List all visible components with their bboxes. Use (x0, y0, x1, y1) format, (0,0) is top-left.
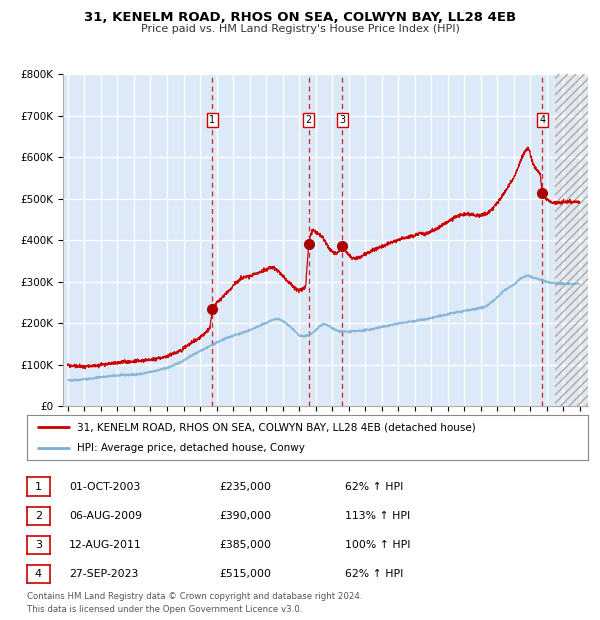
Text: 1: 1 (209, 115, 215, 125)
Text: HPI: Average price, detached house, Conwy: HPI: Average price, detached house, Conw… (77, 443, 305, 453)
Text: 2: 2 (35, 511, 42, 521)
Text: 27-SEP-2023: 27-SEP-2023 (69, 569, 139, 579)
Text: 100% ↑ HPI: 100% ↑ HPI (345, 540, 410, 550)
Text: 2: 2 (305, 115, 312, 125)
Text: 62% ↑ HPI: 62% ↑ HPI (345, 569, 403, 579)
Text: 12-AUG-2011: 12-AUG-2011 (69, 540, 142, 550)
Text: 31, KENELM ROAD, RHOS ON SEA, COLWYN BAY, LL28 4EB: 31, KENELM ROAD, RHOS ON SEA, COLWYN BAY… (84, 11, 516, 24)
Text: This data is licensed under the Open Government Licence v3.0.: This data is licensed under the Open Gov… (27, 604, 302, 614)
Bar (555, 74, 588, 406)
Text: 06-AUG-2009: 06-AUG-2009 (69, 511, 142, 521)
Text: £385,000: £385,000 (219, 540, 271, 550)
Text: Contains HM Land Registry data © Crown copyright and database right 2024.: Contains HM Land Registry data © Crown c… (27, 592, 362, 601)
Text: 113% ↑ HPI: 113% ↑ HPI (345, 511, 410, 521)
Text: 4: 4 (35, 569, 42, 579)
Text: 4: 4 (539, 115, 545, 125)
Text: £390,000: £390,000 (219, 511, 271, 521)
Text: Price paid vs. HM Land Registry's House Price Index (HPI): Price paid vs. HM Land Registry's House … (140, 24, 460, 33)
Text: £515,000: £515,000 (219, 569, 271, 579)
Text: 31, KENELM ROAD, RHOS ON SEA, COLWYN BAY, LL28 4EB (detached house): 31, KENELM ROAD, RHOS ON SEA, COLWYN BAY… (77, 422, 476, 433)
Text: £235,000: £235,000 (219, 482, 271, 492)
Text: 01-OCT-2003: 01-OCT-2003 (69, 482, 140, 492)
Text: 62% ↑ HPI: 62% ↑ HPI (345, 482, 403, 492)
Text: 1: 1 (35, 482, 42, 492)
Text: 3: 3 (339, 115, 345, 125)
Text: 3: 3 (35, 540, 42, 550)
